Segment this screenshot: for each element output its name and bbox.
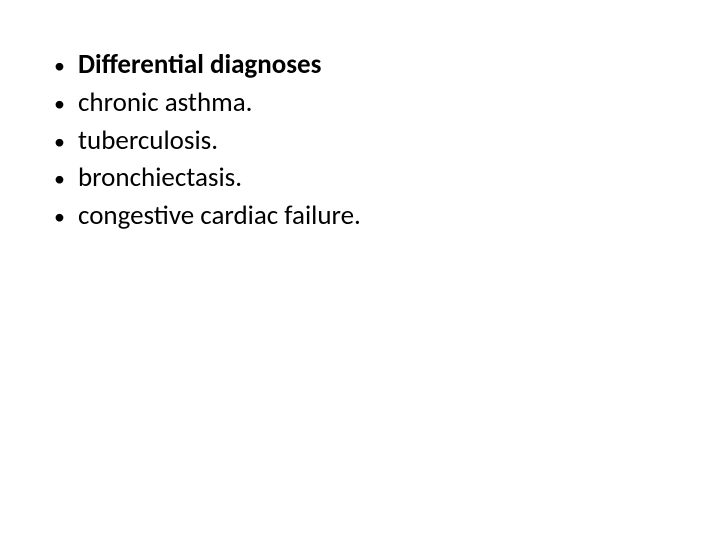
bullet-icon: • xyxy=(48,199,78,231)
bullet-list: • Differential diagnoses • chronic asthm… xyxy=(48,48,672,233)
bullet-text: tuberculosis. xyxy=(78,124,218,158)
list-item: • chronic asthma. xyxy=(48,86,672,120)
bullet-text: bronchiectasis. xyxy=(78,161,242,195)
bullet-icon: • xyxy=(48,161,78,193)
slide: • Differential diagnoses • chronic asthm… xyxy=(0,0,720,540)
list-item: • congestive cardiac failure. xyxy=(48,199,672,233)
bullet-icon: • xyxy=(48,86,78,118)
bullet-text: Differential diagnoses xyxy=(78,48,321,82)
bullet-icon: • xyxy=(48,124,78,156)
list-item: • Differential diagnoses xyxy=(48,48,672,82)
list-item: • bronchiectasis. xyxy=(48,161,672,195)
bullet-text: congestive cardiac failure. xyxy=(78,199,361,233)
bullet-text: chronic asthma. xyxy=(78,86,252,120)
list-item: • tuberculosis. xyxy=(48,124,672,158)
bullet-icon: • xyxy=(48,48,78,80)
